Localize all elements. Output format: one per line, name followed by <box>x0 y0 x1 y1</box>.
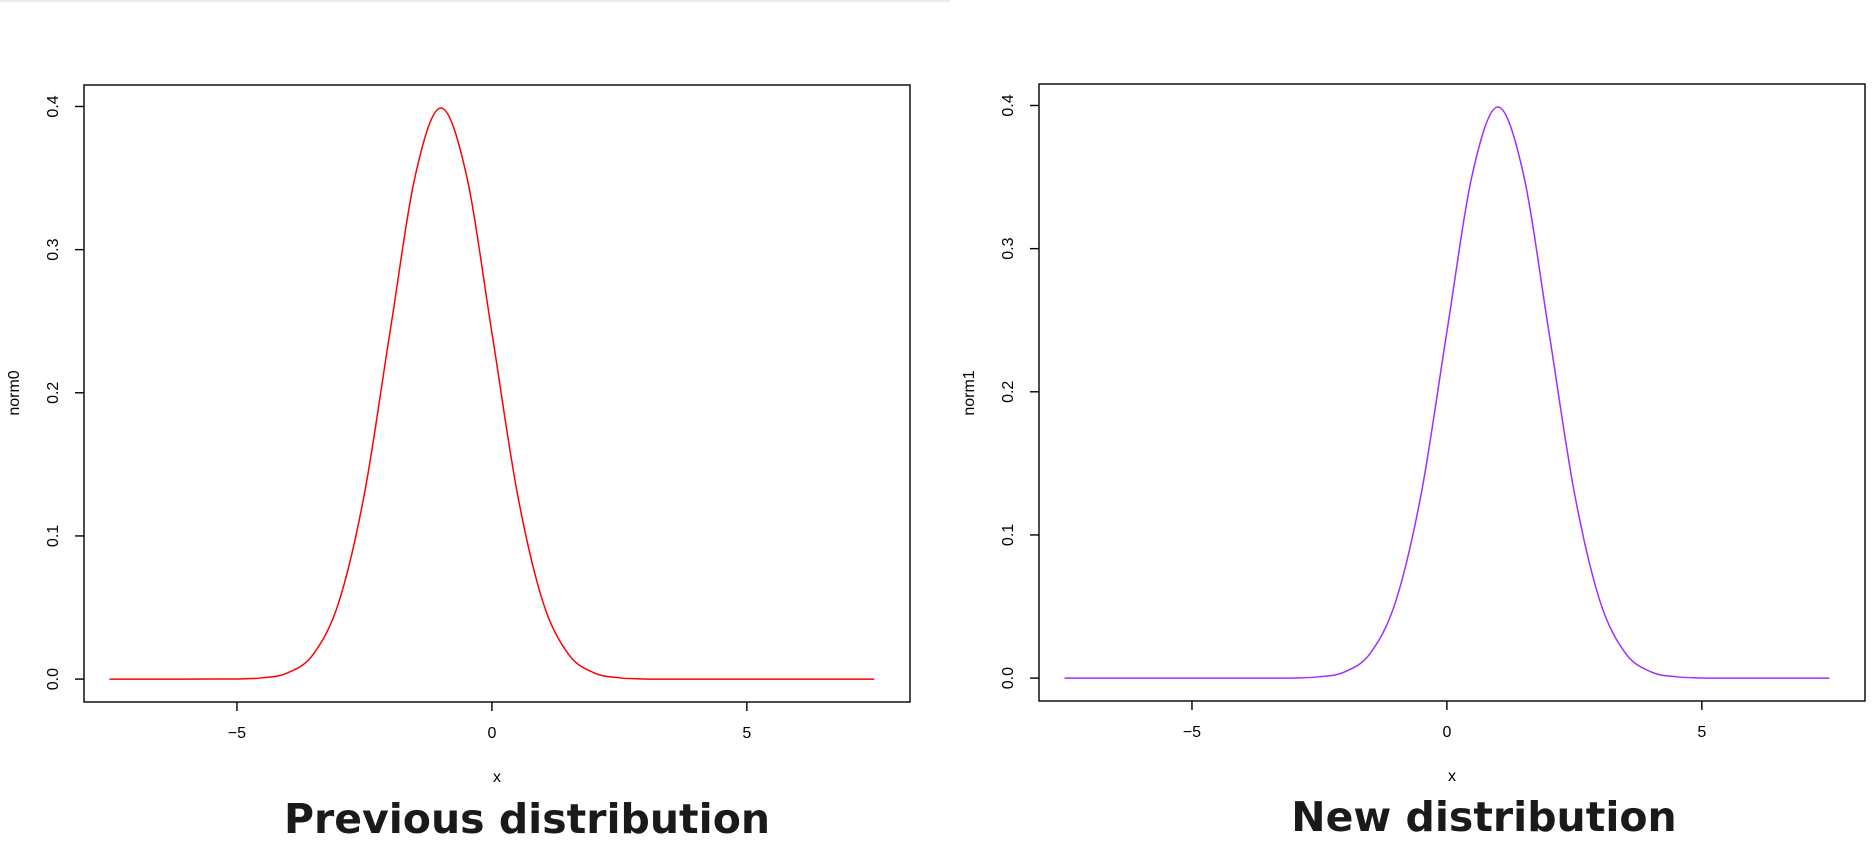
curve-layer <box>1064 106 1830 679</box>
x-axis-label: x <box>493 769 501 786</box>
x-tick-label: −5 <box>1183 724 1201 741</box>
y-tick-label: 0.0 <box>1000 667 1017 689</box>
x-tick-label: 5 <box>1697 724 1706 741</box>
panel-caption: Previous distribution <box>284 795 770 843</box>
x-axis-label: x <box>1448 768 1456 785</box>
x-tick-label: 0 <box>487 725 496 742</box>
y-tick-label: 0.3 <box>45 238 62 260</box>
y-tick-label: 0.2 <box>45 382 62 404</box>
x-tick-label: 0 <box>1442 724 1451 741</box>
y-tick-label: 0.1 <box>1000 524 1017 546</box>
density-curve <box>1064 106 1830 679</box>
chart-panel-previous: −5 0 5 0.0 0.1 0.2 0.3 0.4 x norm0 Previous di… <box>6 84 911 843</box>
y-tick-label: 0.4 <box>45 95 62 117</box>
x-tick-label: 5 <box>742 725 751 742</box>
x-tick-label: −5 <box>228 725 246 742</box>
y-axis-label: norm0 <box>6 370 23 415</box>
panel-caption: New distribution <box>1291 793 1677 841</box>
plot-frame <box>83 84 911 703</box>
y-tick-label: 0.4 <box>1000 94 1017 116</box>
x-axis: −5 0 5 <box>228 702 751 742</box>
y-tick-label: 0.2 <box>1000 381 1017 403</box>
y-axis: 0.0 0.1 0.2 0.3 0.4 <box>45 95 84 690</box>
x-axis: −5 0 5 <box>1183 701 1706 741</box>
y-axis-label: norm1 <box>961 370 978 415</box>
density-curve <box>109 107 875 680</box>
y-tick-label: 0.3 <box>1000 237 1017 259</box>
chart-panel-new: −5 0 5 0.0 0.1 0.2 0.3 0.4 x norm1 New distrib… <box>961 83 1866 841</box>
y-tick-label: 0.1 <box>45 525 62 547</box>
y-axis: 0.0 0.1 0.2 0.3 0.4 <box>1000 94 1039 689</box>
curve-layer <box>109 107 875 680</box>
plot-frame <box>1038 83 1866 702</box>
y-tick-label: 0.0 <box>45 668 62 690</box>
